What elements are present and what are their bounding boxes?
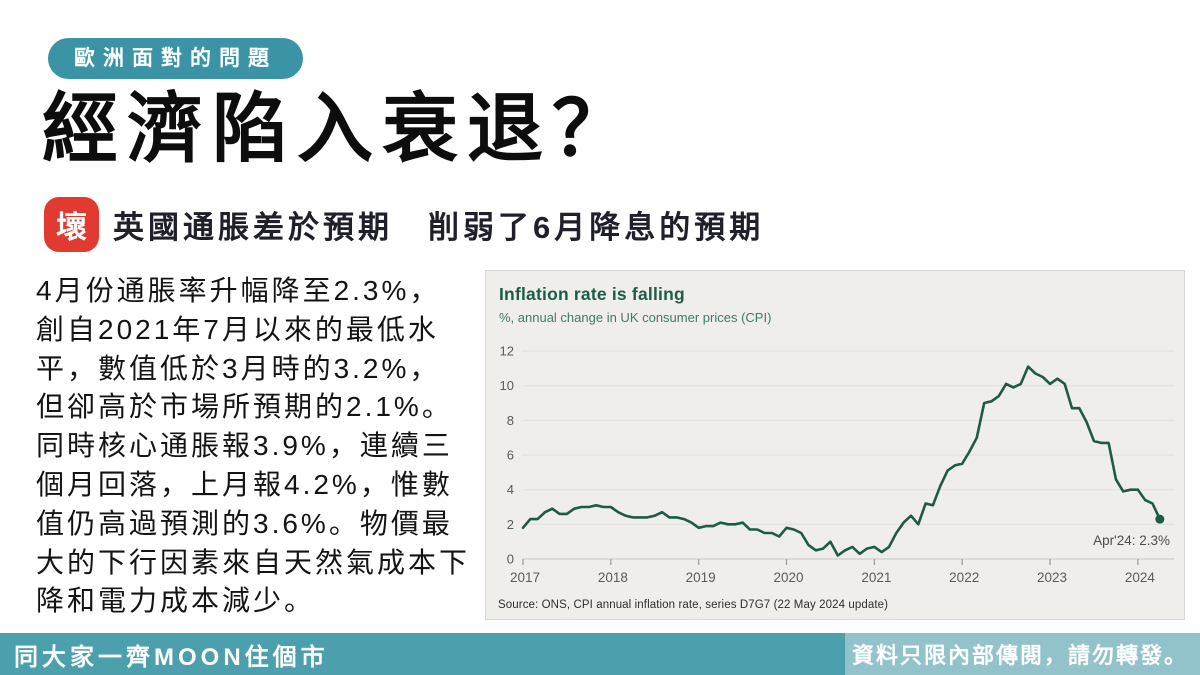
paragraph-line: 值仍高過預測的3.6%。物價最 bbox=[36, 507, 453, 539]
x-axis-label-2021: 2021 bbox=[861, 570, 891, 585]
x-axis-label-2018: 2018 bbox=[598, 570, 628, 585]
x-axis-label-2023: 2023 bbox=[1037, 570, 1067, 585]
category-badge-label: 歐洲面對的問題 bbox=[74, 47, 277, 70]
paragraph-line: 同時核心通脹報3.9%，連續三 bbox=[36, 430, 453, 462]
category-badge: 歐洲面對的問題 bbox=[48, 38, 303, 79]
y-axis-label-4: 4 bbox=[507, 482, 514, 497]
page-title: 經濟陷入衰退？ bbox=[42, 84, 637, 173]
latest-point-marker bbox=[1155, 514, 1165, 524]
cpi-line-series bbox=[521, 365, 1162, 557]
y-axis-label-0: 0 bbox=[507, 552, 514, 567]
y-axis-label-6: 6 bbox=[507, 448, 514, 463]
latest-point-annotation: Apr'24: 2.3% bbox=[1093, 533, 1170, 548]
bad-badge: 壞 bbox=[44, 197, 99, 252]
x-axis-label-2019: 2019 bbox=[686, 570, 716, 585]
chart-source: Source: ONS, CPI annual inflation rate, … bbox=[498, 599, 889, 611]
footer-left-banner: 同大家一齊MOON住個市 bbox=[0, 633, 845, 675]
y-axis-label-12: 12 bbox=[500, 344, 514, 359]
x-axis-label-2024: 2024 bbox=[1125, 570, 1156, 585]
y-axis-label-8: 8 bbox=[507, 413, 514, 428]
headline-row: 壞 英國通脹差於預期 削弱了6月降息的預期 bbox=[44, 197, 764, 252]
y-axis-label-2: 2 bbox=[507, 517, 514, 532]
footer-bar: 同大家一齊MOON住個市 資料只限內部傳閱，請勿轉發。 bbox=[0, 633, 1200, 675]
footer-left-label: 同大家一齊MOON住個市 bbox=[14, 643, 329, 671]
paragraph-line: 個月回落，上月報4.2%，惟數 bbox=[36, 468, 453, 500]
footer-right-banner: 資料只限內部傳閱，請勿轉發。 bbox=[845, 633, 1200, 675]
body-paragraph: 4月份通脹率升幅降至2.3%， 創自2021年7月以來的最低水 平，數值低於3月… bbox=[36, 272, 476, 621]
x-axis-label-2020: 2020 bbox=[773, 570, 803, 585]
chart-subtitle: %, annual change in UK consumer prices (… bbox=[499, 310, 772, 325]
paragraph-line: 平，數值低於3月時的3.2%， bbox=[36, 352, 441, 384]
paragraph-line: 但卻高於市場所預期的2.1%。 bbox=[36, 391, 453, 423]
headline-text: 英國通脹差於預期 削弱了6月降息的預期 bbox=[113, 210, 765, 245]
paragraph-line: 4月份通脹率升幅降至2.3%， bbox=[36, 275, 441, 306]
y-axis-label-10: 10 bbox=[500, 378, 514, 393]
inflation-line-chart: 0 2 4 6 8 10 12 2017 2018 2019 2020 2021 2022 2023 202… bbox=[500, 344, 1174, 585]
paragraph-line: 大的下行因素來自天然氣成本下 bbox=[36, 546, 471, 578]
chart-card: 0 2 4 6 8 10 12 2017 2018 2019 2020 2021 2022 2023 202… bbox=[485, 270, 1185, 620]
chart-title: Inflation rate is falling bbox=[499, 284, 685, 304]
x-axis-label-2022: 2022 bbox=[949, 570, 979, 585]
paragraph-line: 創自2021年7月以來的最低水 bbox=[36, 313, 439, 345]
x-axis-label-2017: 2017 bbox=[510, 570, 540, 585]
footer-right-label: 資料只限內部傳閱，請勿轉發。 bbox=[851, 643, 1188, 668]
paragraph-line: 降和電力成本減少。 bbox=[36, 585, 316, 617]
